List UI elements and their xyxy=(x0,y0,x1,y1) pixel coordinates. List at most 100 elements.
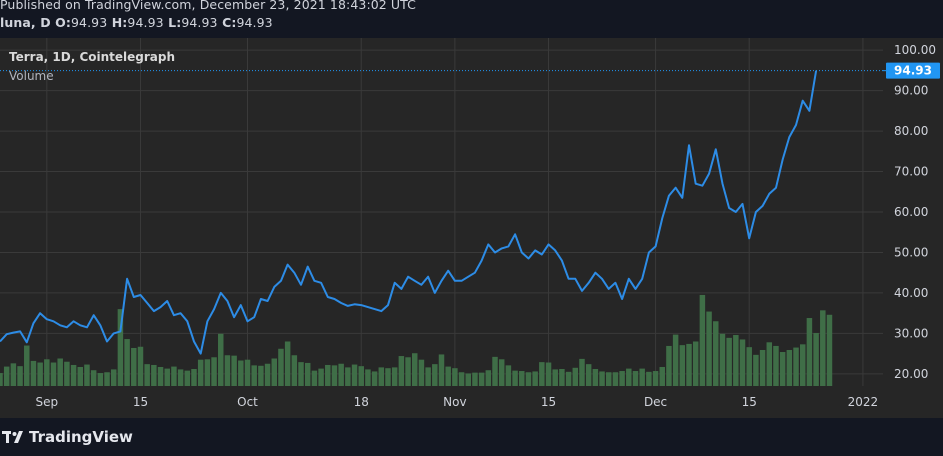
symbol-label: luna, D xyxy=(0,15,51,30)
chart-canvas[interactable]: 20.00 30.00 40.00 50.00 60.00 70.00 80.00 90.00… xyxy=(0,38,943,418)
volume-bar xyxy=(418,359,425,386)
volume-bar xyxy=(351,364,358,386)
chart-legend-title: Terra, 1D, Cointelegraph xyxy=(9,50,176,64)
volume-bar xyxy=(110,369,117,386)
volume-bar xyxy=(244,359,251,386)
volume-bar xyxy=(224,355,231,386)
volume-bar xyxy=(799,344,806,386)
volume-bar xyxy=(124,339,130,386)
volume-bar xyxy=(498,359,505,386)
low-label: L: xyxy=(168,15,182,30)
volume-bar xyxy=(666,345,672,386)
volume-bar xyxy=(10,363,17,386)
tradingview-logo[interactable]: TradingView xyxy=(2,428,133,446)
low-value: 94.93 xyxy=(181,15,218,30)
volume-bar xyxy=(378,367,385,386)
volume-bar xyxy=(626,368,632,386)
volume-bar xyxy=(64,361,70,386)
volume-bar xyxy=(97,373,104,386)
volume-bar xyxy=(258,365,264,386)
volume-bar xyxy=(385,368,391,386)
volume-bar xyxy=(264,363,271,386)
volume-bar xyxy=(17,366,23,386)
footer-bar: TradingView xyxy=(0,418,943,456)
volume-bar xyxy=(485,370,492,386)
volume-bar xyxy=(311,370,318,386)
volume-bar xyxy=(719,333,726,386)
volume-bar xyxy=(519,371,525,386)
volume-bar xyxy=(766,342,773,386)
x-tick-label: Oct xyxy=(237,395,258,409)
volume-bar xyxy=(358,366,364,386)
volume-bar xyxy=(365,369,371,386)
volume-bar xyxy=(304,362,311,386)
y-tick-label: 50.00 xyxy=(894,245,928,259)
volume-bar xyxy=(3,366,10,386)
volume-bar xyxy=(532,371,538,386)
y-tick-label: 80.00 xyxy=(894,124,928,138)
volume-bar xyxy=(171,366,177,386)
volume-bar xyxy=(77,366,84,386)
volume-bar xyxy=(559,369,565,386)
volume-bar xyxy=(539,362,545,386)
volume-bar xyxy=(271,358,278,386)
volume-bar xyxy=(338,363,344,386)
volume-bar xyxy=(151,364,157,386)
volume-bar xyxy=(639,368,645,386)
volume-bar xyxy=(525,372,532,386)
volume-bar xyxy=(478,372,485,386)
volume-bar xyxy=(44,359,50,386)
volume-bar xyxy=(318,368,324,386)
volume-bar xyxy=(284,341,291,386)
volume-bar xyxy=(30,360,37,386)
close-value: 94.93 xyxy=(236,15,273,30)
volume-bar xyxy=(512,370,518,386)
volume-bar xyxy=(733,335,739,386)
x-tick-label: Nov xyxy=(443,395,466,409)
volume-bar xyxy=(659,366,665,386)
volume-bar xyxy=(579,358,585,386)
volume-bar xyxy=(238,360,244,386)
high-value: 94.93 xyxy=(127,15,164,30)
volume-bar xyxy=(291,355,298,386)
volume-bar xyxy=(820,310,826,386)
volume-bar xyxy=(57,358,63,386)
volume-bar xyxy=(619,371,625,386)
volume-bar xyxy=(137,346,144,386)
volume-bar xyxy=(37,362,43,386)
volume-bar xyxy=(652,371,659,386)
y-tick-label: 40.00 xyxy=(894,286,928,300)
x-tick-label: Sep xyxy=(36,395,59,409)
time-axis[interactable] xyxy=(0,386,943,418)
published-caption: Published on TradingView.com, December 2… xyxy=(0,0,417,12)
volume-bar xyxy=(599,371,605,386)
price-axis[interactable] xyxy=(883,38,943,418)
volume-bar xyxy=(391,367,398,386)
volume-bar xyxy=(592,369,599,386)
volume-bar xyxy=(325,364,331,386)
volume-bar xyxy=(813,332,819,386)
volume-bar xyxy=(211,357,217,386)
last-price-badge xyxy=(886,62,940,79)
volume-bar xyxy=(552,369,558,386)
volume-bar xyxy=(191,369,197,386)
volume-bar xyxy=(70,364,77,386)
x-tick-label: 2022 xyxy=(848,395,879,409)
volume-bar xyxy=(692,341,699,386)
volume-bar xyxy=(806,318,813,386)
volume-bar xyxy=(585,364,592,386)
volume-bar xyxy=(746,347,752,386)
volume-bar xyxy=(492,356,498,386)
volume-bar xyxy=(278,348,284,386)
x-tick-label: 15 xyxy=(541,395,556,409)
open-label: O: xyxy=(55,15,71,30)
volume-bar xyxy=(739,339,746,386)
tradingview-logo-icon xyxy=(2,429,26,445)
volume-bar xyxy=(793,347,799,386)
volume-bar xyxy=(398,356,405,386)
price-chart[interactable]: 20.00 30.00 40.00 50.00 60.00 70.00 80.00 90.00… xyxy=(0,38,943,418)
volume-bar xyxy=(672,334,679,386)
volume-bar xyxy=(432,364,438,386)
volume-bar xyxy=(612,372,619,386)
volume-bar xyxy=(565,371,572,386)
